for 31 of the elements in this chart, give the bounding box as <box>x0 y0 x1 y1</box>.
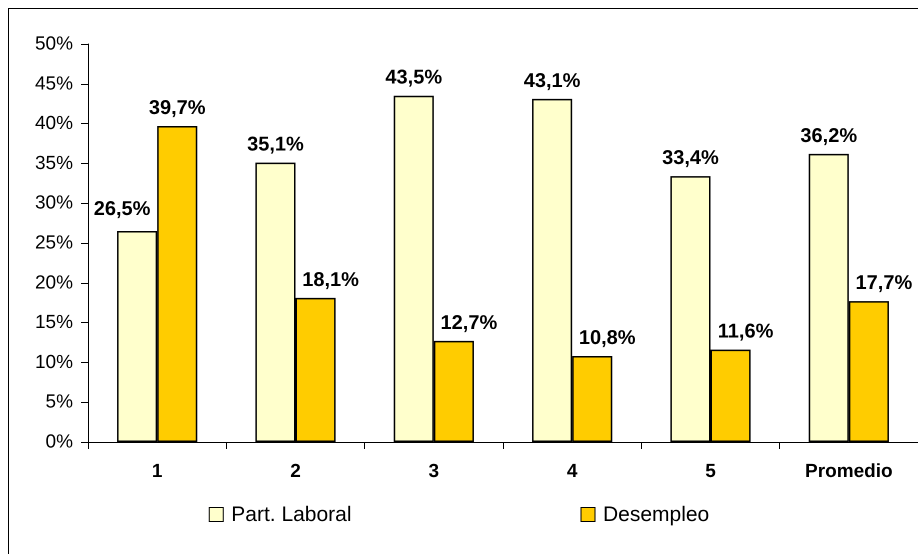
data-label: 18,1% <box>302 268 360 291</box>
x-tick-label: 2 <box>290 461 301 482</box>
y-tick-label: 10% <box>34 352 74 373</box>
data-label: 35,1% <box>247 134 304 156</box>
y-tick-label: 25% <box>34 232 74 254</box>
y-tick-label: 15% <box>34 312 74 334</box>
y-tick-label: 45% <box>34 73 74 94</box>
x-tick-label: Promedio <box>805 461 893 482</box>
data-label: 26,5% <box>94 198 151 220</box>
data-label: 10,8% <box>578 327 636 350</box>
x-tick-label: 4 <box>566 461 578 482</box>
data-label: 43,1% <box>524 70 581 92</box>
legend-label: Part. Laboral <box>231 503 352 526</box>
data-label: 39,7% <box>148 96 206 119</box>
y-tick-label: 40% <box>34 113 74 134</box>
data-label: 36,2% <box>800 124 858 147</box>
y-tick-label: 50% <box>34 34 74 54</box>
y-tick-label: 0% <box>46 432 74 452</box>
y-tick-label: 5% <box>46 392 74 413</box>
x-tick-label: 5 <box>705 461 716 482</box>
data-label: 11,6% <box>718 320 774 343</box>
x-tick-label: 1 <box>152 461 163 482</box>
data-label: 12,7% <box>440 312 498 334</box>
data-label: 33,4% <box>662 147 720 170</box>
legend-label: Desempleo <box>603 503 710 526</box>
x-tick-label: 3 <box>428 461 440 482</box>
y-tick-label: 20% <box>34 272 74 294</box>
y-tick-label: 35% <box>34 152 74 174</box>
data-label: 43,5% <box>385 66 442 89</box>
data-label: 17,7% <box>856 272 912 294</box>
y-tick-label: 30% <box>34 192 74 214</box>
